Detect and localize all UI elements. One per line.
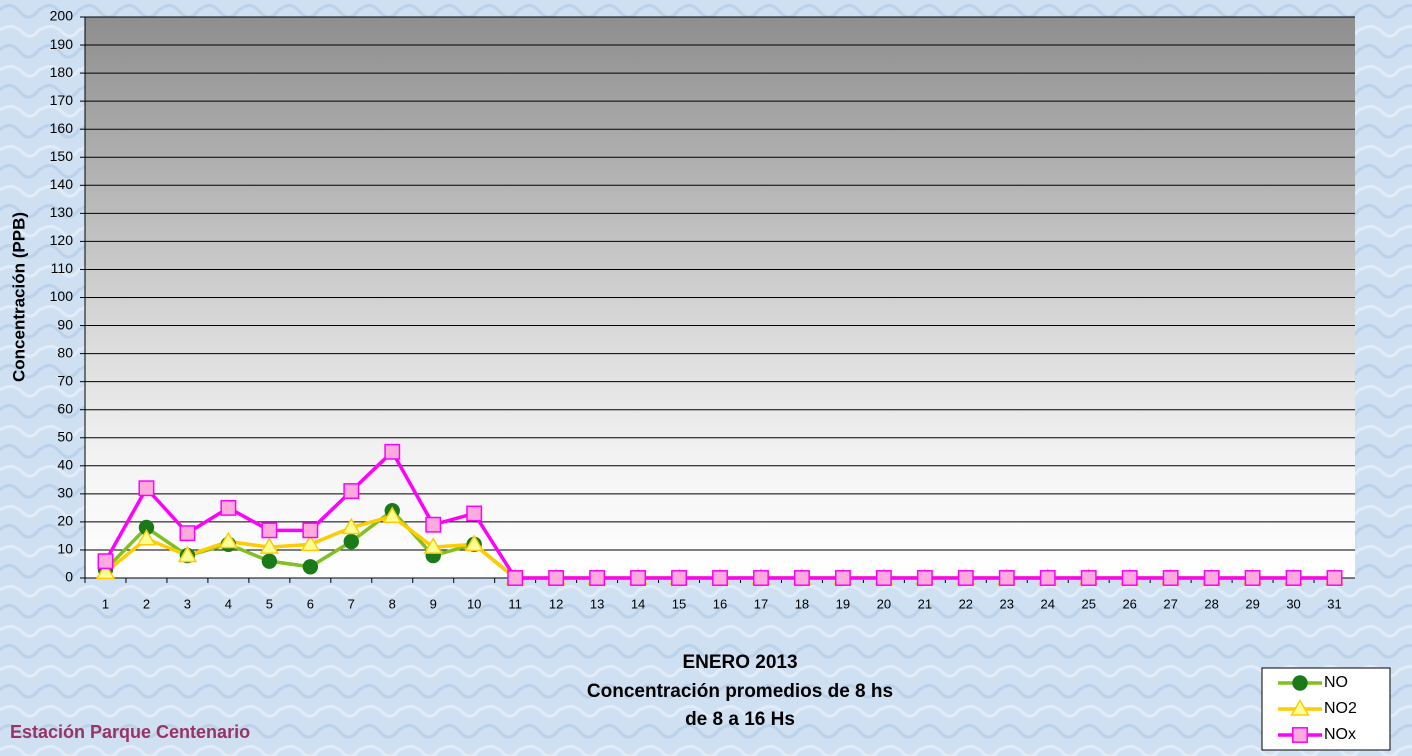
x-tick-label: 30 — [1286, 596, 1300, 611]
marker — [139, 481, 153, 495]
marker — [672, 571, 686, 585]
y-tick-label: 70 — [57, 372, 73, 388]
marker — [180, 526, 194, 540]
y-tick-label: 0 — [65, 569, 73, 585]
y-tick-label: 200 — [50, 8, 74, 24]
y-tick-label: 130 — [50, 204, 74, 220]
marker — [877, 571, 891, 585]
legend-marker — [1293, 728, 1307, 742]
x-tick-label: 21 — [918, 596, 932, 611]
marker — [590, 571, 604, 585]
marker — [836, 571, 850, 585]
x-tick-label: 15 — [672, 596, 686, 611]
marker — [1000, 571, 1014, 585]
marker — [467, 506, 481, 520]
y-tick-label: 30 — [57, 485, 73, 501]
marker — [1245, 571, 1259, 585]
x-tick-label: 2 — [143, 596, 150, 611]
y-tick-label: 60 — [57, 400, 73, 416]
marker — [959, 571, 973, 585]
x-tick-label: 14 — [631, 596, 645, 611]
y-tick-label: 160 — [50, 120, 74, 136]
station-label: Estación Parque Centenario — [10, 722, 250, 742]
chart: Concentración (PPB) ENERO 2013 Concentra… — [0, 0, 1412, 756]
y-tick-label: 10 — [57, 541, 73, 557]
x-tick-label: 12 — [549, 596, 563, 611]
x-tick-label: 10 — [467, 596, 481, 611]
y-tick-label: 150 — [50, 148, 74, 164]
marker — [426, 518, 440, 532]
x-tick-label: 6 — [307, 596, 314, 611]
x-tick-label: 16 — [713, 596, 727, 611]
y-tick-label: 190 — [50, 36, 74, 52]
y-tick-label: 120 — [50, 232, 74, 248]
y-tick-label: 170 — [50, 92, 74, 108]
marker — [631, 571, 645, 585]
y-tick-label: 140 — [50, 176, 74, 192]
chart-title: ENERO 2013 — [682, 652, 797, 673]
legend-label: NOx — [1324, 726, 1356, 743]
marker — [508, 571, 522, 585]
x-tick-label: 13 — [590, 596, 604, 611]
x-tick-label: 4 — [225, 596, 232, 611]
marker — [303, 560, 317, 574]
marker — [98, 554, 112, 568]
x-tick-label: 5 — [266, 596, 273, 611]
x-tick-label: 17 — [754, 596, 768, 611]
x-tick-label: 28 — [1204, 596, 1218, 611]
marker — [1122, 571, 1136, 585]
marker — [549, 571, 563, 585]
marker — [1327, 571, 1341, 585]
x-tick-label: 27 — [1163, 596, 1177, 611]
y-axis-label: Concentración (PPB) — [9, 212, 28, 382]
marker — [1204, 571, 1218, 585]
x-tick-label: 9 — [430, 596, 437, 611]
marker — [385, 445, 399, 459]
marker — [1286, 571, 1300, 585]
legend-label: NO2 — [1324, 700, 1357, 717]
legend-label: NO — [1324, 674, 1348, 691]
marker — [918, 571, 932, 585]
marker — [262, 554, 276, 568]
marker — [221, 501, 235, 515]
marker — [1082, 571, 1096, 585]
marker — [344, 484, 358, 498]
chart-title: de 8 a 16 Hs — [685, 709, 795, 730]
x-tick-label: 3 — [184, 596, 191, 611]
x-tick-label: 23 — [1000, 596, 1014, 611]
y-tick-label: 180 — [50, 64, 74, 80]
x-tick-label: 11 — [508, 596, 522, 611]
y-tick-label: 40 — [57, 457, 73, 473]
y-tick-label: 110 — [51, 260, 74, 276]
x-tick-label: 18 — [795, 596, 809, 611]
marker — [754, 571, 768, 585]
x-tick-label: 1 — [102, 596, 109, 611]
marker — [262, 523, 276, 537]
chart-title: Concentración promedios de 8 hs — [587, 681, 893, 702]
y-tick-label: 50 — [57, 428, 73, 444]
marker — [713, 571, 727, 585]
x-tick-label: 26 — [1122, 596, 1136, 611]
marker — [795, 571, 809, 585]
marker — [1041, 571, 1055, 585]
marker — [344, 534, 358, 548]
y-tick-label: 90 — [57, 316, 73, 332]
y-tick-label: 80 — [57, 344, 73, 360]
x-tick-label: 19 — [836, 596, 850, 611]
marker — [1163, 571, 1177, 585]
x-tick-label: 31 — [1327, 596, 1341, 611]
legend-marker — [1293, 676, 1307, 690]
marker — [303, 523, 317, 537]
x-tick-label: 24 — [1041, 596, 1055, 611]
x-tick-label: 8 — [389, 596, 396, 611]
x-tick-label: 7 — [348, 596, 355, 611]
x-tick-label: 20 — [877, 596, 891, 611]
y-tick-label: 100 — [50, 288, 74, 304]
x-tick-label: 22 — [959, 596, 973, 611]
x-tick-label: 25 — [1081, 596, 1095, 611]
y-tick-label: 20 — [57, 513, 73, 529]
x-tick-label: 29 — [1245, 596, 1259, 611]
